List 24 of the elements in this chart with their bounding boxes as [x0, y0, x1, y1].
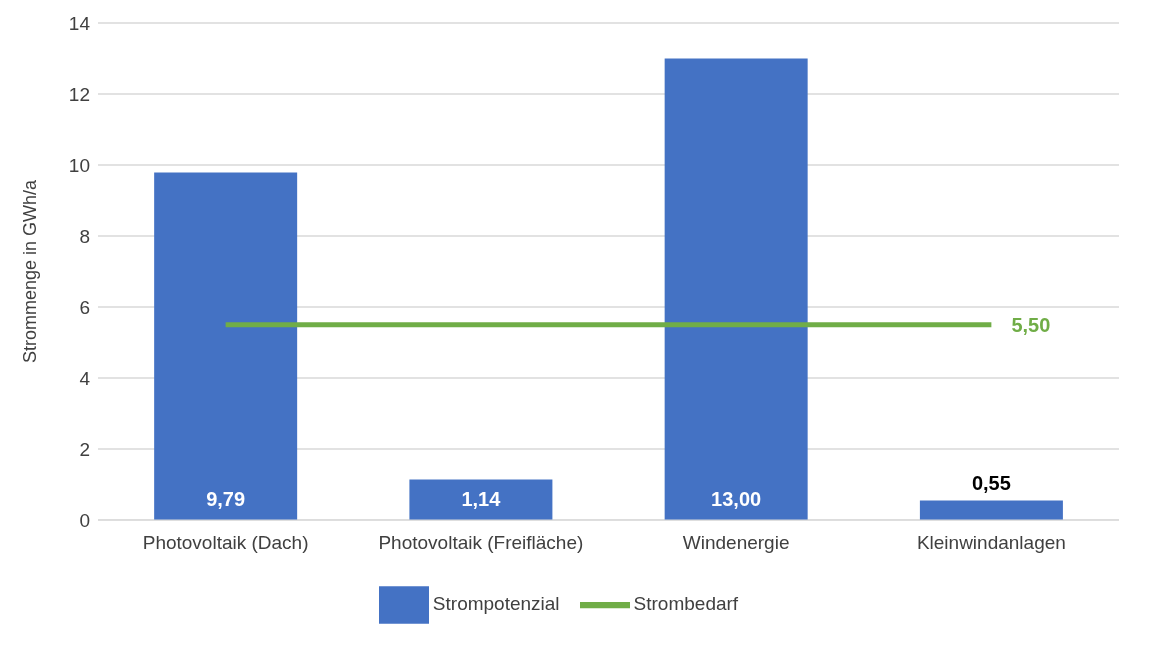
y-tick-label: 8	[79, 225, 90, 247]
x-tick-label: Photovoltaik (Freifläche)	[378, 532, 584, 554]
data-label: 13,00	[711, 488, 762, 510]
y-tick-label: 10	[68, 154, 90, 176]
y-axis-title: Strommenge in GWh/a	[20, 178, 41, 364]
x-tick-label: Kleinwindanlagen	[916, 532, 1066, 554]
y-tick-label: 0	[79, 509, 90, 531]
legend-label: Strombedarf	[633, 593, 739, 615]
y-tick-label: 6	[79, 296, 90, 318]
y-tick-label: 2	[79, 438, 90, 460]
data-label: 9,79	[206, 488, 246, 510]
data-label: 1,14	[461, 488, 502, 510]
data-label: 5,50	[1011, 313, 1051, 336]
legend-label: Strompotenzial	[432, 593, 560, 615]
bar	[409, 479, 553, 520]
bar	[664, 58, 808, 520]
y-tick-label: 12	[68, 83, 90, 105]
bar	[154, 172, 298, 520]
x-tick-label: Windenergie	[682, 532, 790, 554]
bar	[919, 500, 1063, 520]
x-tick-label: Photovoltaik (Dach)	[142, 532, 309, 554]
y-tick-label: 4	[79, 367, 91, 389]
y-tick-label: 14	[68, 12, 91, 34]
data-label: 0,55	[971, 472, 1011, 495]
